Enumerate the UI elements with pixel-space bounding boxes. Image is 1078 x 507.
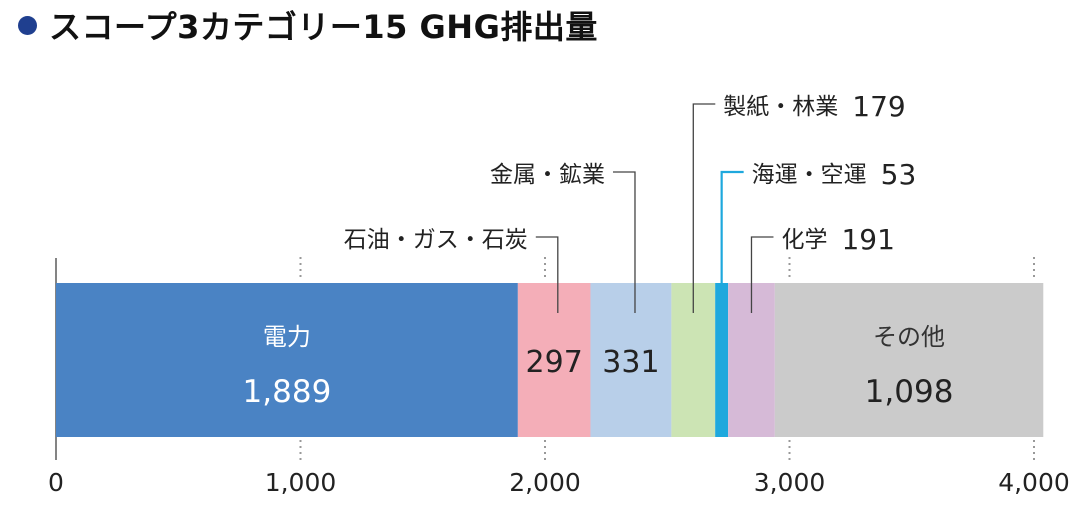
bar-segment — [56, 283, 518, 437]
bullet-dot-icon — [18, 15, 37, 35]
bar-segment — [517, 283, 591, 437]
data-labels: 電力 1,889 297 石油・ガス・石炭 331 金属・鉱業 製紙・林業 179 海運・空運 5… — [243, 90, 954, 410]
bar-segment — [715, 283, 729, 437]
callout-leaders — [535, 103, 774, 313]
chart-title: スコープ3カテゴリー15 GHG排出量 — [49, 8, 598, 46]
bar-segment — [590, 283, 672, 437]
callout-value-label: 191 — [841, 223, 894, 256]
segment-name-label: その他 — [873, 323, 945, 351]
callout-leader-line — [720, 170, 744, 313]
callout-name-label: 海運・空運 — [752, 162, 867, 188]
x-tick-label: 2,000 — [509, 468, 581, 497]
x-tick-label: 0 — [48, 468, 64, 497]
callout-leader-line — [535, 236, 559, 313]
x-axis: 0 1,000 2,000 3,000 4,000 — [48, 468, 1070, 497]
segment-value-label: 297 — [526, 345, 583, 380]
callout-value-label: 53 — [881, 158, 917, 191]
callout-value-label: 179 — [852, 90, 905, 123]
callout-name-label: 製紙・林業 — [723, 94, 838, 120]
segment-value-label: 1,889 — [243, 374, 332, 410]
bar-segment — [774, 283, 1044, 437]
callout-leader-line — [612, 171, 636, 313]
callout-name-label: 石油・ガス・石炭 — [344, 227, 528, 253]
callout-leader-line — [692, 103, 716, 313]
x-tick-label: 1,000 — [265, 468, 337, 497]
x-tick-label: 3,000 — [754, 468, 826, 497]
segment-name-label: 電力 — [263, 323, 311, 351]
callout-leader-line — [750, 236, 774, 313]
x-tick-label: 4,000 — [998, 468, 1070, 497]
callout-name-label: 金属・鉱業 — [490, 162, 605, 188]
bar-segments — [56, 283, 1044, 437]
callout-name-label: 化学 — [781, 227, 827, 253]
segment-value-label: 1,098 — [865, 374, 954, 410]
segment-value-label: 331 — [602, 345, 659, 380]
title-row: スコープ3カテゴリー15 GHG排出量 — [18, 2, 598, 48]
